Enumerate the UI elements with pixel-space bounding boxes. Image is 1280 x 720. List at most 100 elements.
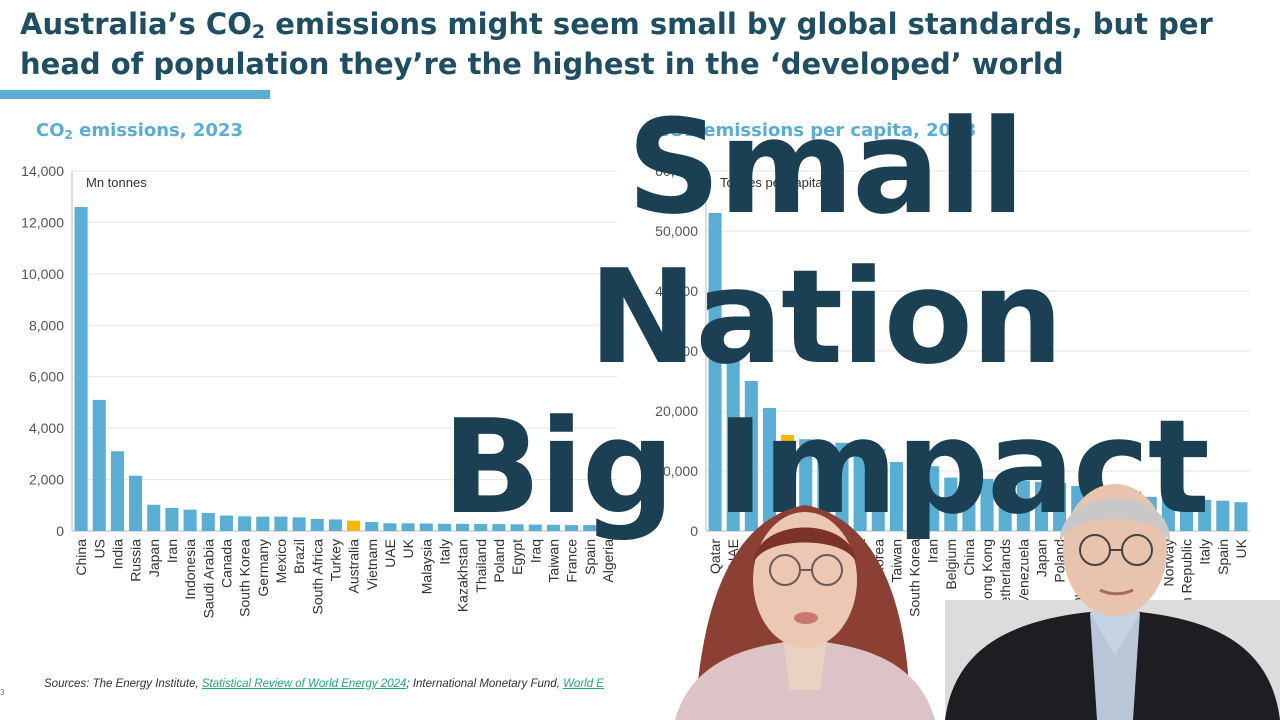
x-tick-label: Mexico [273,539,289,584]
y-tick-label: 10,000 [21,266,64,282]
bar-italy [1198,499,1212,531]
bar-saudi-arabia [762,408,776,531]
woman-speaker-image [675,505,935,720]
bar-canada [219,515,233,531]
bar-us [817,441,831,531]
bar-iraq [528,524,542,531]
bar-taiwan [546,524,560,531]
x-tick-label: Turkey [327,539,343,581]
x-tick-label: Japan [1033,539,1049,577]
x-tick-label: China [73,539,89,576]
x-tick-label: Australia [346,539,362,594]
bar-algeria [601,525,615,531]
source-link-statistical-review[interactable]: Statistical Review of World Energy 2024 [201,678,407,690]
bar-hong-kong [980,478,994,531]
overlay-headline: Small Nation Big Impact [380,92,1270,542]
bar-qatar [708,213,722,531]
x-tick-label: UAE [382,539,398,568]
x-tick-label: Russia [128,539,144,582]
x-tick-label: Canada [218,539,234,588]
title-underline-bar [0,90,270,99]
y-tick-label: 4,000 [29,420,64,436]
x-tick-label: Poland [491,539,507,583]
x-tick-label: Spain [582,539,598,575]
sources-prefix: Sources: The Energy Institute, [44,678,202,690]
sources-footnote: Sources: The Energy Institute, Statistic… [44,678,604,690]
x-tick-label: South Korea [907,539,923,617]
bar-us [92,399,106,531]
slide-title-part2: emissions might seem small by global sta… [20,7,1213,81]
bar-india [110,451,124,531]
chart1-total-emissions: 0 2,000 4,000 6,000 8,000 10,000 12,000 14,000 M… [21,163,617,619]
bar-france [565,525,579,531]
x-tick-label: Spain [1215,539,1231,575]
bar-germany [256,516,270,531]
bar-uk [401,523,415,531]
bar-venezuela [1016,480,1030,531]
y-tick-label: 14,000 [21,163,64,179]
bar-kazakhstan [456,523,470,531]
overlay-line1: Small Nation [588,91,1063,393]
bar-czech-republic [1180,499,1194,531]
bar-china [962,477,976,531]
x-tick-label: Hong Kong [979,539,995,609]
bar-spain [583,525,597,531]
x-tick-label: Iran [925,539,941,563]
chart1-title-rest: emissions, 2023 [72,120,243,141]
x-tick-label: Qatar [707,539,723,574]
x-tick-label: Belgium [943,539,959,590]
x-tick-label: Venezuela [1015,539,1031,605]
bar-poland [492,524,506,531]
x-tick-label: Italy [1197,539,1213,565]
bar-poland [1053,483,1067,531]
bar-italy [437,523,451,531]
y-tick-label: 30,000 [655,343,698,359]
x-tick-label: Iraq [527,539,543,563]
x-tick-label: Algeria [600,539,616,583]
x-tick-label: India [109,539,125,570]
bar-kazakhstan [835,442,849,531]
page-number: 3 [0,688,5,697]
bar-vietnam [365,522,379,531]
bar-belgium [944,477,958,531]
bar-australia [781,435,795,531]
bar-iran [926,466,940,531]
unit-label: Mn tonnes [86,175,147,190]
bar-thailand [474,524,488,531]
chart1-title-main: CO [36,120,65,141]
unit-label: Tonnes per capita [720,175,823,190]
bar-south-africa [310,518,324,531]
bar-turkey [328,519,342,531]
x-tick-label: China [961,539,977,576]
x-tick-label: Taiwan [888,539,904,583]
bar-japan [147,504,161,531]
bar-saudi-arabia [201,513,215,531]
y-tick-label: 50,000 [655,223,698,239]
x-tick-label: Italy [436,539,452,565]
bar-australia [347,520,361,531]
bar-uk [1234,502,1248,531]
bar-japan [1034,481,1048,531]
source-link-world-economic[interactable]: World E [563,678,604,690]
y-tick-label: 40,000 [655,283,698,299]
bar-indonesia [183,509,197,531]
video-woman-speaker [655,460,955,720]
bar-malaysia [419,523,433,531]
x-tick-label: Vietnam [364,539,380,590]
x-tick-label: Egypt [509,539,525,575]
x-tick-label: South Africa [309,539,325,615]
y-tick-label: 10,000 [655,463,698,479]
x-tick-label: South Korea [237,539,253,617]
x-tick-label: Thailand [473,539,489,593]
slide-title-subscript: 2 [251,21,266,43]
x-tick-label: Germany [255,539,271,597]
slide-title: Australia’s CO2 emissions might seem sma… [20,4,1260,84]
slide-title-part1: Australia’s CO [20,7,252,41]
bar-kuwait [744,381,758,531]
y-tick-label: 12,000 [21,214,64,230]
x-tick-label: Saudi Arabia [200,539,216,619]
bar-south-korea [238,516,252,531]
bar-south-korea [871,448,885,531]
bar-russia [129,475,143,531]
bar-iran [165,507,179,531]
